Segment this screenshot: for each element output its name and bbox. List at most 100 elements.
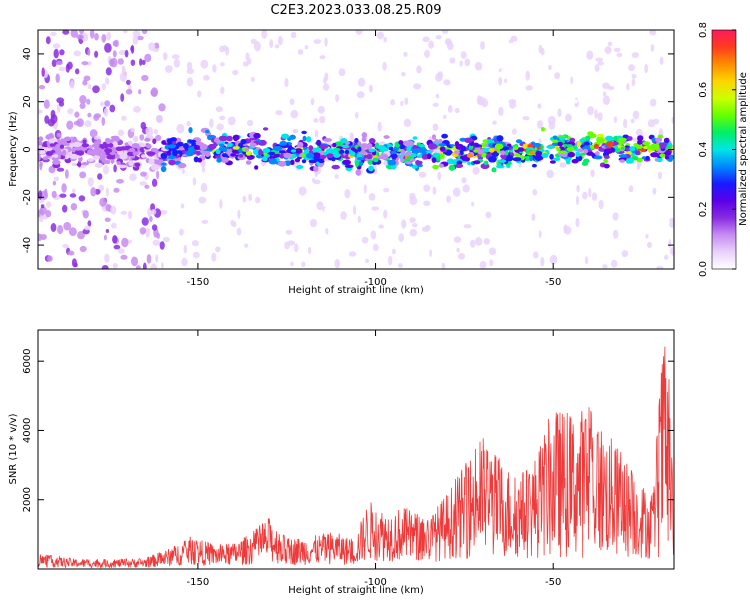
heatmap-cell xyxy=(377,145,386,150)
heatmap-cell xyxy=(323,261,329,267)
heatmap-cell xyxy=(176,150,183,154)
heatmap-cell xyxy=(118,164,128,169)
heatmap-cell xyxy=(658,142,667,149)
heatmap-cell xyxy=(488,147,495,153)
heatmap-cell xyxy=(279,153,285,159)
heatmap-cell xyxy=(603,163,610,169)
heatmap-cell xyxy=(363,184,367,194)
heatmap-cell xyxy=(141,59,146,66)
heatmap-cell xyxy=(556,161,560,169)
heatmap-cell xyxy=(455,163,464,168)
heatmap-cell xyxy=(42,156,49,161)
heatmap-cell xyxy=(319,55,326,60)
heatmap-cell xyxy=(186,77,194,87)
heatmap-cell xyxy=(319,144,329,149)
heatmap-cell xyxy=(152,48,160,53)
heatmap-cell xyxy=(245,160,252,165)
heatmap-cell xyxy=(579,138,587,142)
heatmap-cell xyxy=(232,134,240,141)
heatmap-cell xyxy=(383,135,390,139)
heatmap-cell xyxy=(361,137,367,142)
heatmap-cell xyxy=(134,162,141,168)
heatmap-cell xyxy=(150,209,157,215)
heatmap-cell xyxy=(156,170,160,180)
heatmap-cell xyxy=(398,140,404,145)
heatmap-cell xyxy=(79,102,86,109)
heatmap-cell xyxy=(71,147,76,153)
heatmap-cell xyxy=(157,159,164,164)
heatmap-cell xyxy=(348,186,357,196)
heatmap-cell xyxy=(207,134,213,141)
heatmap-cell xyxy=(365,258,369,264)
heatmap-cell xyxy=(510,35,518,42)
heatmap-cell xyxy=(637,140,643,145)
heatmap-cell xyxy=(576,148,584,153)
heatmap-cell xyxy=(200,59,209,69)
heatmap-cell xyxy=(421,226,430,232)
heatmap-cell xyxy=(565,144,573,148)
heatmap-cell xyxy=(418,171,427,178)
heatmap-cell xyxy=(301,159,307,164)
heatmap-cell xyxy=(196,150,201,156)
heatmap-cell xyxy=(538,230,542,239)
heatmap-cell xyxy=(354,160,360,167)
heatmap-cell xyxy=(277,35,283,46)
heatmap-cell xyxy=(480,41,485,50)
heatmap-cell xyxy=(616,52,623,58)
heatmap-cell xyxy=(144,184,150,189)
heatmap-cell xyxy=(245,150,252,156)
heatmap-cell xyxy=(443,114,447,120)
heatmap-cell xyxy=(431,134,437,141)
heatmap-cell xyxy=(439,146,446,151)
heatmap-cell xyxy=(140,171,147,177)
heatmap-cell xyxy=(669,221,674,228)
heatmap-cell xyxy=(316,139,322,146)
heatmap-cell xyxy=(212,64,217,73)
heatmap-cell xyxy=(38,109,43,114)
heatmap-cell xyxy=(242,195,247,203)
heatmap-cell xyxy=(138,89,142,95)
heatmap-cell xyxy=(351,103,358,109)
heatmap-cell xyxy=(306,136,312,143)
heatmap-cell xyxy=(47,255,53,262)
heatmap-cell xyxy=(82,139,87,144)
heatmap-cell xyxy=(460,51,467,59)
heatmap-cell xyxy=(125,79,131,86)
heatmap-cell xyxy=(162,52,168,61)
heatmap-cell xyxy=(160,152,168,159)
heatmap-cell xyxy=(227,116,236,126)
heatmap-cell xyxy=(331,157,336,162)
heatmap-ylabel: Frequency (Hz) xyxy=(8,111,19,187)
heatmap-cell xyxy=(220,86,225,95)
heatmap-cell xyxy=(117,149,124,156)
heatmap-cell xyxy=(361,132,368,139)
heatmap-cell xyxy=(292,128,299,134)
heatmap-cell xyxy=(492,120,497,125)
heatmap-cell xyxy=(248,193,253,201)
heatmap-cell xyxy=(268,151,276,156)
heatmap-cell xyxy=(605,135,614,142)
heatmap-cell xyxy=(554,72,561,80)
heatmap-cell xyxy=(497,159,507,163)
heatmap-cell xyxy=(261,30,268,39)
heatmap-cell xyxy=(201,166,205,173)
heatmap-cell xyxy=(466,153,473,158)
heatmap-cell xyxy=(68,227,77,237)
heatmap-cell xyxy=(354,112,359,119)
heatmap-cell xyxy=(71,162,77,167)
heatmap-cell xyxy=(319,115,326,124)
heatmap-cell xyxy=(102,164,110,175)
heatmap-cell xyxy=(496,163,502,167)
heatmap-cell xyxy=(50,31,57,37)
heatmap-cell xyxy=(340,138,348,144)
heatmap-cell xyxy=(106,155,115,160)
heatmap-cell xyxy=(160,165,167,173)
heatmap-cell xyxy=(655,137,663,143)
heatmap-cell xyxy=(244,147,250,152)
heatmap-cell xyxy=(338,68,346,77)
heatmap-cell xyxy=(597,133,604,138)
heatmap-cell xyxy=(542,96,546,102)
heatmap-cell xyxy=(571,159,579,164)
heatmap-cell xyxy=(74,111,80,118)
heatmap-cell xyxy=(422,36,430,43)
